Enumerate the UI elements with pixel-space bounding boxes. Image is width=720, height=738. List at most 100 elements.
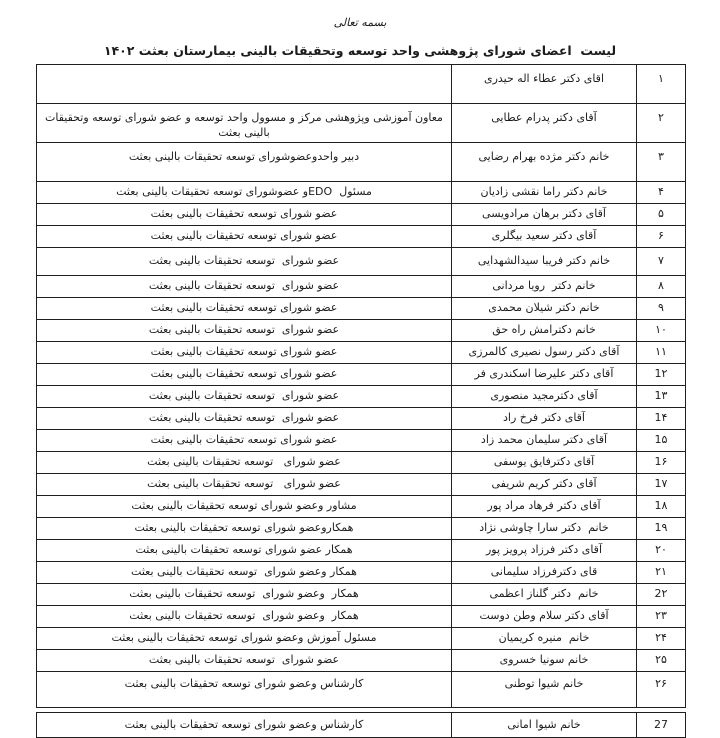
row-number-cell: 1۳ — [636, 385, 686, 408]
table-row: 1۴ آقای دکتر فرخ راد عضو شورای توسعه تحقیق… — [36, 407, 686, 430]
member-role-cell: عضو شورای توسعه تحقیقات بالینی بعثت — [36, 319, 452, 342]
member-name-cell: خانم سونیا خسروی — [451, 649, 637, 672]
table-row: ۲۵ خانم سونیا خسروی عضو شورای توسعه تحقیقا… — [36, 649, 686, 672]
member-name-cell: آقای دکترفایق یوسفی — [451, 451, 637, 474]
table-row: 1۳ آقای دکترمجید منصوری عضو شورای توسعه تح… — [36, 385, 686, 408]
council-members-table-last-row: 27 خانم شیوا امانی کارشناس وعضو شورای توسع… — [36, 712, 686, 738]
row-number-cell: ۲۶ — [636, 671, 686, 708]
member-name-cell: خانم دکتر رویا مردانی — [451, 275, 637, 298]
row-number-cell: 1۶ — [636, 451, 686, 474]
member-role-cell: کارشناس وعضو شورای توسعه تحقیقات بالینی … — [36, 712, 452, 738]
member-role-cell: عضو شورای توسعه تحقیقات بالینی بعثت — [36, 407, 452, 430]
table-row: 27 خانم شیوا امانی کارشناس وعضو شورای توسع… — [36, 712, 686, 738]
member-role-cell: مسئول EDOو عضوشورای توسعه تحقیقات بالینی… — [36, 181, 452, 204]
table-row: 1۲ آقای دکتر علیرضا اسکندری فر عضو شورای ت… — [36, 363, 686, 386]
member-role-cell — [36, 64, 452, 104]
table-row: 2۲ خانم دکتر گلناز اعظمی همکار وعضو شورای … — [36, 583, 686, 606]
member-role-cell: عضو شورای توسعه تحقیقات بالینی بعثت — [36, 225, 452, 248]
member-role-cell: عضو شورای توسعه تحقیقات بالینی بعثت — [36, 341, 452, 364]
member-role-cell: همکاروعضو شورای توسعه تحقیقات بالینی بعث… — [36, 517, 452, 540]
row-number-cell: ۷ — [636, 247, 686, 276]
row-number-cell: ۳ — [636, 142, 686, 182]
member-name-cell: خانم دکتر شیلان محمدی — [451, 297, 637, 320]
row-number-cell: ۱ — [636, 64, 686, 104]
row-number-cell: ۵ — [636, 203, 686, 226]
table-row: ۱۱ آقای دکتر رسول نصیری کالمرزی عضو شورای … — [36, 341, 686, 364]
member-role-cell: مسئول آموزش وعضو شورای توسعه تحقیقات بال… — [36, 627, 452, 650]
table-row: 1۸ آقای دکتر فرهاد مراد پور مشاور وعضو شور… — [36, 495, 686, 518]
member-name-cell: آقای دکتر فرهاد مراد پور — [451, 495, 637, 518]
member-role-cell: مشاور وعضو شورای توسعه تحقیقات بالینی بع… — [36, 495, 452, 518]
council-table-wrapper: ۱ اقای دکتر عطاء اله حیدری ۲ آقای دکتر پدرا… — [36, 64, 686, 738]
table-row: 1۵ آقای دکتر سلیمان محمد زاد عضو شورای توس… — [36, 429, 686, 452]
table-row: ۸ خانم دکتر رویا مردانی عضو شورای توسعه تح… — [36, 275, 686, 298]
member-name-cell: خانم شیوا امانی — [451, 712, 637, 738]
council-members-table: ۱ اقای دکتر عطاء اله حیدری ۲ آقای دکتر پدرا… — [36, 64, 686, 708]
member-name-cell: آقای دکتر علیرضا اسکندری فر — [451, 363, 637, 386]
member-role-cell: عضو شورای توسعه تحقیقات بالینی بعثت — [36, 385, 452, 408]
table-row: ۲۱ قای دکترفرزاد سلیمانی همکار وعضو شورای … — [36, 561, 686, 584]
council-table-footer-body: 27 خانم شیوا امانی کارشناس وعضو شورای توسع… — [36, 712, 686, 738]
member-role-cell: عضو شورای توسعه تحقیقات بالینی بعثت — [36, 363, 452, 386]
row-number-cell: ۱۱ — [636, 341, 686, 364]
table-row: 1۶ آقای دکترفایق یوسفی عضو شورای توسعه تحق… — [36, 451, 686, 474]
member-name-cell: خانم دکتر راما نقشی زادیان — [451, 181, 637, 204]
member-role-cell: همکار وعضو شورای توسعه تحقیقات بالینی بع… — [36, 605, 452, 628]
member-role-cell: دبیر واحدوعضوشورای توسعه تحقیقات بالینی … — [36, 142, 452, 182]
table-row: 1۹ خانم دکتر سارا چاوشی نژاد همکاروعضو شور… — [36, 517, 686, 540]
row-number-cell: 1۷ — [636, 473, 686, 496]
table-row: ۳ خانم دکتر مژده بهرام رضایی دبیر واحدوعضو… — [36, 142, 686, 182]
member-name-cell: خانم دکتر سارا چاوشی نژاد — [451, 517, 637, 540]
table-row: ۱ اقای دکتر عطاء اله حیدری — [36, 64, 686, 104]
member-role-cell: عضو شورای توسعه تحقیقات بالینی بعثت — [36, 203, 452, 226]
member-role-cell: عضو شورای توسعه تحقیقات بالینی بعثت — [36, 429, 452, 452]
row-number-cell: ۸ — [636, 275, 686, 298]
row-number-cell: ۲۴ — [636, 627, 686, 650]
member-name-cell: آقای دکتر فرخ راد — [451, 407, 637, 430]
member-role-cell: عضو شورای توسعه تحقیقات بالینی بعثت — [36, 473, 452, 496]
table-row: ۷ خانم دکتر فریبا سیدالشهدایی عضو شورای تو… — [36, 247, 686, 276]
member-role-cell: همکار وعضو شورای توسعه تحقیقات بالینی بع… — [36, 561, 452, 584]
row-number-cell: ۲۵ — [636, 649, 686, 672]
row-number-cell: 1۵ — [636, 429, 686, 452]
member-name-cell: آقای دکتر سعید بیگلری — [451, 225, 637, 248]
row-number-cell: ۲ — [636, 103, 686, 143]
member-role-cell: همکار عضو شورای توسعه تحقیقات بالینی بعث… — [36, 539, 452, 562]
table-row: ۹ خانم دکتر شیلان محمدی عضو شورای توسعه تح… — [36, 297, 686, 320]
council-table-body: ۱ اقای دکتر عطاء اله حیدری ۲ آقای دکتر پدرا… — [36, 64, 686, 708]
member-name-cell: آقای دکتر رسول نصیری کالمرزی — [451, 341, 637, 364]
row-number-cell: 2۲ — [636, 583, 686, 606]
table-row: ۲۶ خانم شیوا توطنی کارشناس وعضو شورای توسع… — [36, 671, 686, 708]
member-name-cell: آقای دکترمجید منصوری — [451, 385, 637, 408]
table-row: 1۷ آقای دکتر کریم شریفی عضو شورای توسعه تح… — [36, 473, 686, 496]
row-number-cell: ۲۰ — [636, 539, 686, 562]
row-number-cell: ۴ — [636, 181, 686, 204]
member-role-cell: عضو شورای توسعه تحقیقات بالینی بعثت — [36, 297, 452, 320]
row-number-cell: 1۹ — [636, 517, 686, 540]
member-name-cell: آقای دکتر سلام وطن دوست — [451, 605, 637, 628]
member-name-cell: خانم دکتر فریبا سیدالشهدایی — [451, 247, 637, 276]
member-role-cell: معاون آموزشی وپژوهشی مرکز و مسوول واحد ت… — [36, 103, 452, 143]
row-number-cell: ۶ — [636, 225, 686, 248]
row-number-cell: ۲۱ — [636, 561, 686, 584]
row-number-cell: ۲۳ — [636, 605, 686, 628]
row-number-cell: 1۲ — [636, 363, 686, 386]
table-row: ۱۰ خانم دکترامش راه حق عضو شورای توسعه تحق… — [36, 319, 686, 342]
member-name-cell: آقای دکتر برهان مرادویسی — [451, 203, 637, 226]
member-name-cell: خانم شیوا توطنی — [451, 671, 637, 708]
row-number-cell: 1۴ — [636, 407, 686, 430]
bismillah-header: بسمه تعالی — [333, 16, 387, 29]
member-name-cell: خانم دکتر گلناز اعظمی — [451, 583, 637, 606]
member-name-cell: خانم دکترامش راه حق — [451, 319, 637, 342]
table-row: ۵ آقای دکتر برهان مرادویسی عضو شورای توسعه… — [36, 203, 686, 226]
member-name-cell: آقای دکتر سلیمان محمد زاد — [451, 429, 637, 452]
table-row: ۴ خانم دکتر راما نقشی زادیان مسئول EDOو عض… — [36, 181, 686, 204]
page-title: لیست اعضای شورای پژوهشی واحد توسعه وتحقی… — [103, 43, 617, 58]
member-role-cell: عضو شورای توسعه تحقیقات بالینی بعثت — [36, 275, 452, 298]
table-row: ۲۳ آقای دکتر سلام وطن دوست همکار وعضو شورا… — [36, 605, 686, 628]
table-row: ۶ آقای دکتر سعید بیگلری عضو شورای توسعه تح… — [36, 225, 686, 248]
member-name-cell: آقای دکتر فرزاد پرویز پور — [451, 539, 637, 562]
member-role-cell: همکار وعضو شورای توسعه تحقیقات بالینی بع… — [36, 583, 452, 606]
member-role-cell: عضو شورای توسعه تحقیقات بالینی بعثت — [36, 649, 452, 672]
